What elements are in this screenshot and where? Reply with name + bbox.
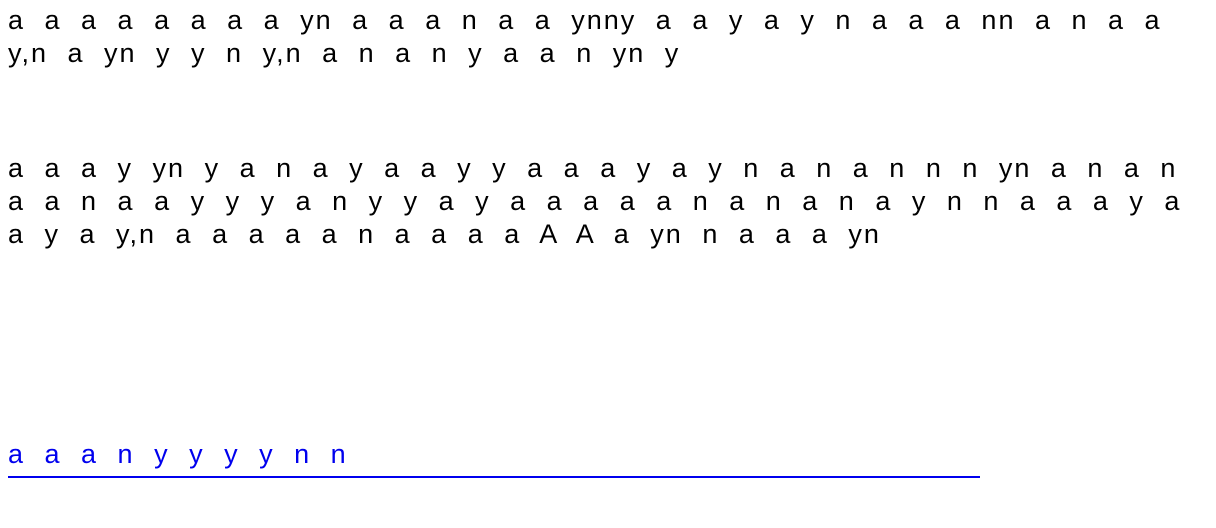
link-underline: [8, 476, 980, 478]
paragraph-1: a a a a a a a a yn a a a n a a ynny a a …: [8, 5, 1182, 68]
paragraph-2: a a a y yn y a n a y a a y y a a a y a y…: [8, 153, 1200, 249]
document-link[interactable]: a a a n y y y y n n: [8, 439, 348, 469]
